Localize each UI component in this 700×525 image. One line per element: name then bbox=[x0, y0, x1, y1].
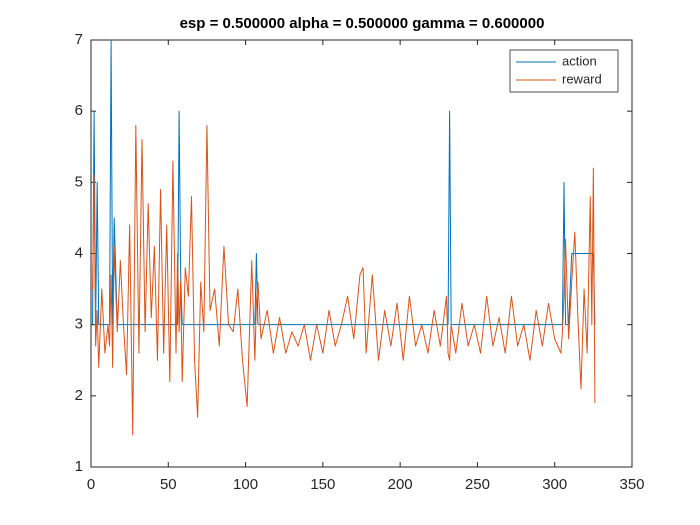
chart-title: esp = 0.500000 alpha = 0.500000 gamma = … bbox=[180, 15, 545, 32]
x-tick-label: 100 bbox=[233, 476, 258, 493]
y-tick-label: 7 bbox=[75, 31, 83, 48]
x-tick-label: 150 bbox=[310, 476, 335, 493]
series-line bbox=[92, 124, 596, 436]
y-tick-label: 5 bbox=[75, 173, 83, 190]
y-tick-label: 1 bbox=[75, 458, 83, 475]
y-tick-label: 4 bbox=[75, 244, 83, 261]
x-tick-label: 50 bbox=[160, 476, 177, 493]
legend-label: reward bbox=[562, 71, 602, 86]
series-line bbox=[92, 39, 596, 326]
axes-box bbox=[90, 39, 633, 468]
x-tick-label: 300 bbox=[542, 476, 567, 493]
legend-label: action bbox=[562, 53, 597, 68]
y-tick-label: 2 bbox=[75, 387, 83, 404]
legend-box bbox=[509, 49, 619, 93]
x-tick-label: 350 bbox=[619, 476, 644, 493]
y-tick-label: 6 bbox=[75, 102, 83, 119]
x-tick-label: 0 bbox=[87, 476, 95, 493]
x-tick-label: 200 bbox=[388, 476, 413, 493]
y-tick-label: 3 bbox=[75, 316, 83, 333]
x-tick-label: 250 bbox=[465, 476, 490, 493]
